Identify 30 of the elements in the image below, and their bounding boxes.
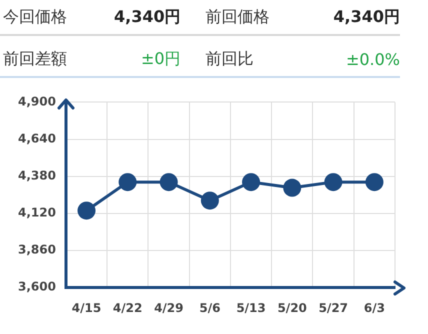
x-tick-label: 5/6 (199, 300, 220, 315)
point (118, 173, 137, 192)
point (324, 173, 342, 192)
y-tick-label: 3,860 (18, 242, 56, 257)
x-tick-label: 5/13 (236, 300, 266, 315)
text: ±0円 (140, 48, 181, 70)
text: 今回価格 (2, 6, 68, 28)
point (78, 202, 96, 220)
x-tick-label: 4/22 (112, 300, 142, 315)
text: 4,340円 (112, 6, 181, 28)
text: 前回比 (204, 48, 255, 70)
point (242, 173, 260, 192)
y-tick-label: 4,640 (18, 131, 56, 146)
x-tick-label: 5/20 (277, 300, 307, 315)
y-tick-label: 4,900 (18, 94, 56, 108)
y-tick-label: 4,120 (18, 206, 56, 220)
x-tick-label: 5/27 (318, 300, 348, 315)
point (365, 173, 384, 192)
y-tick-label: 3,600 (18, 280, 56, 294)
y-tick-label: 4,380 (18, 168, 56, 182)
text: 4,340円 (332, 6, 400, 28)
x-tick-label: 4/29 (154, 300, 184, 315)
x-tick-label: 6/3 (364, 300, 385, 315)
point (200, 192, 219, 210)
text: 前回差額 (2, 48, 68, 70)
point (160, 173, 178, 192)
text: 前回価格 (204, 6, 271, 28)
x-tick-label: 4/15 (72, 300, 102, 315)
point (283, 178, 302, 197)
text: ±0.0% (344, 50, 400, 68)
